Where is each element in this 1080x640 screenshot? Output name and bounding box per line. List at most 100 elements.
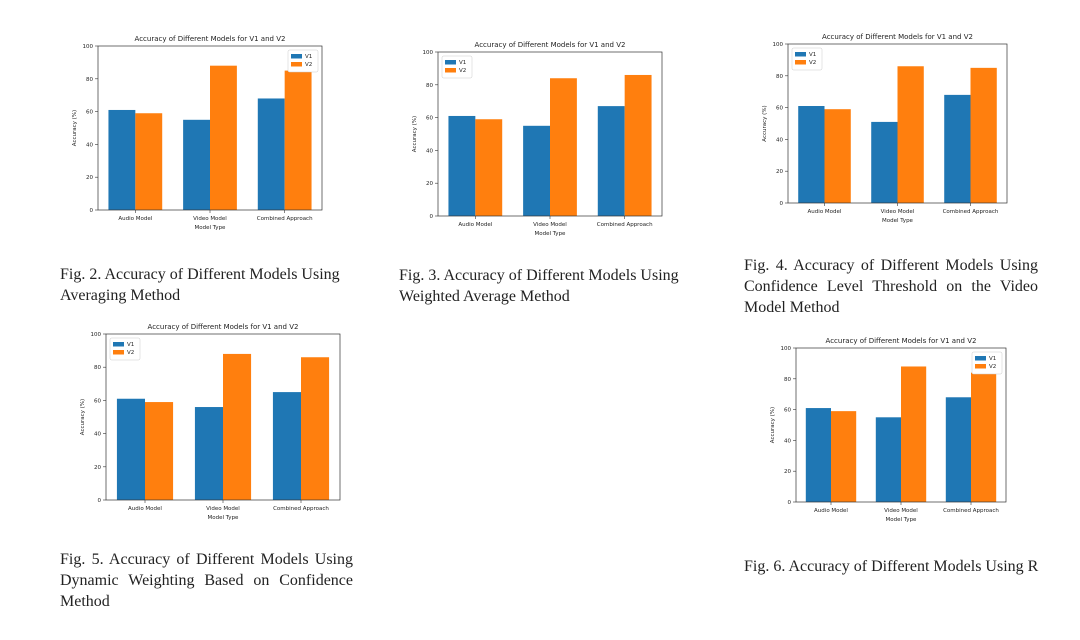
bar-v2-combined-approach <box>970 67 997 203</box>
y-tick-label: 40 <box>86 142 93 148</box>
bar-v1-combined-approach <box>272 392 301 500</box>
x-tick-label: Video Model <box>533 222 567 228</box>
y-tick-label: 60 <box>94 398 101 404</box>
legend-label-v2: V2 <box>989 364 996 370</box>
bar-v1-audio-model <box>448 115 476 216</box>
x-tick-label: Audio Model <box>458 222 492 228</box>
x-axis-label: Model Type <box>195 225 227 231</box>
chart-fig3: Accuracy of Different Models for V1 and … <box>412 41 663 237</box>
x-tick-label: Video Model <box>884 508 918 514</box>
x-tick-label: Audio Model <box>808 209 842 215</box>
bar-v1-combined-approach <box>944 94 971 203</box>
figure-4: Accuracy of Different Models for V1 and … <box>750 28 1015 233</box>
plot-frame <box>97 45 323 211</box>
legend-box <box>791 47 823 71</box>
figure-6: Accuracy of Different Models for V1 and … <box>758 332 1014 532</box>
y-tick-label: 80 <box>784 377 791 383</box>
chart-title: Accuracy of Different Models for V1 and … <box>135 35 286 43</box>
bar-v2-video-model <box>223 353 252 500</box>
legend-box <box>109 337 141 361</box>
chart-fig6: Accuracy of Different Models for V1 and … <box>770 337 1007 523</box>
x-tick-label: Audio Model <box>118 216 152 222</box>
caption-fig6-cutoff-overlay <box>756 582 1056 616</box>
bar-v2-combined-approach <box>301 357 330 500</box>
legend-label-v2: V2 <box>305 62 312 68</box>
x-tick-label: Combined Approach <box>273 506 329 512</box>
x-tick-label: Video Model <box>881 209 915 215</box>
legend-swatch-v2 <box>291 62 302 67</box>
x-tick-label: Video Model <box>193 216 227 222</box>
figure-2: Accuracy of Different Models for V1 and … <box>60 30 330 240</box>
bar-v1-video-model <box>875 417 901 502</box>
legend-label-v1: V1 <box>989 356 996 362</box>
legend-swatch-v2 <box>113 350 124 355</box>
legend-box <box>441 55 473 79</box>
chart-fig2: Accuracy of Different Models for V1 and … <box>72 35 323 231</box>
x-tick-label: Audio Model <box>814 508 848 514</box>
x-axis-label: Model Type <box>535 231 567 237</box>
bar-v2-audio-model <box>831 411 857 502</box>
chart-title: Accuracy of Different Models for V1 and … <box>822 33 973 41</box>
caption-fig6: Fig. 6. Accuracy of Different Models Usi… <box>744 558 1039 575</box>
bar-v1-audio-model <box>798 106 825 203</box>
y-tick-label: 60 <box>86 110 93 116</box>
y-tick-label: 80 <box>426 83 433 89</box>
legend-label-v2: V2 <box>459 68 466 74</box>
legend-box <box>287 49 319 73</box>
x-tick-label: Audio Model <box>128 506 162 512</box>
y-tick-label: 60 <box>776 106 783 112</box>
bar-v1-audio-model <box>805 408 831 502</box>
caption-fig2: Fig. 2. Accuracy of Different Models Usi… <box>60 266 340 304</box>
chart-fig5: Accuracy of Different Models for V1 and … <box>80 323 341 521</box>
legend-swatch-v2 <box>445 68 456 73</box>
y-tick-label: 100 <box>423 50 434 56</box>
y-axis-label: Accuracy (%) <box>762 105 768 141</box>
legend-swatch-v1 <box>795 52 806 57</box>
legend-swatch-v1 <box>291 54 302 59</box>
bar-v1-combined-approach <box>597 106 625 216</box>
bar-v2-video-model <box>210 65 237 211</box>
legend-swatch-v1 <box>445 60 456 65</box>
y-tick-label: 0 <box>90 208 94 214</box>
bar-v1-video-model <box>183 119 210 210</box>
x-axis-label: Model Type <box>886 517 918 523</box>
legend-swatch-v1 <box>975 356 986 361</box>
legend-swatch-v2 <box>795 60 806 65</box>
bar-v2-video-model <box>550 78 577 216</box>
legend-label-v2: V2 <box>809 60 816 66</box>
y-axis-label: Accuracy (%) <box>770 407 776 443</box>
bar-v1-video-model <box>523 125 550 216</box>
bar-v2-audio-model <box>135 113 163 210</box>
y-tick-label: 0 <box>98 498 102 504</box>
y-tick-label: 80 <box>86 77 93 83</box>
bar-v1-audio-model <box>108 109 136 210</box>
figure-3: Accuracy of Different Models for V1 and … <box>400 36 670 246</box>
legend-label-v2: V2 <box>127 350 134 356</box>
chart-title: Accuracy of Different Models for V1 and … <box>475 41 626 49</box>
y-tick-label: 0 <box>788 500 792 506</box>
legend-box <box>971 351 1003 375</box>
figure-5: Accuracy of Different Models for V1 and … <box>68 318 348 530</box>
y-axis-label: Accuracy (%) <box>72 110 78 146</box>
plot-frame <box>105 333 341 501</box>
plot-frame <box>787 43 1008 204</box>
y-tick-label: 100 <box>781 346 792 352</box>
x-axis-label: Model Type <box>882 218 914 224</box>
y-tick-label: 100 <box>773 42 784 48</box>
y-tick-label: 20 <box>776 169 783 175</box>
bar-v2-audio-model <box>475 119 503 216</box>
bar-v1-combined-approach <box>257 98 285 210</box>
chart-fig4: Accuracy of Different Models for V1 and … <box>762 33 1008 224</box>
y-tick-label: 100 <box>83 44 94 50</box>
y-tick-label: 60 <box>426 116 433 122</box>
bar-v2-video-model <box>897 66 924 203</box>
y-tick-label: 20 <box>86 175 93 181</box>
chart-title: Accuracy of Different Models for V1 and … <box>826 337 977 345</box>
bar-v2-combined-approach <box>624 74 652 217</box>
y-tick-label: 40 <box>426 148 433 154</box>
legend-swatch-v1 <box>113 342 124 347</box>
y-tick-label: 0 <box>780 201 784 207</box>
